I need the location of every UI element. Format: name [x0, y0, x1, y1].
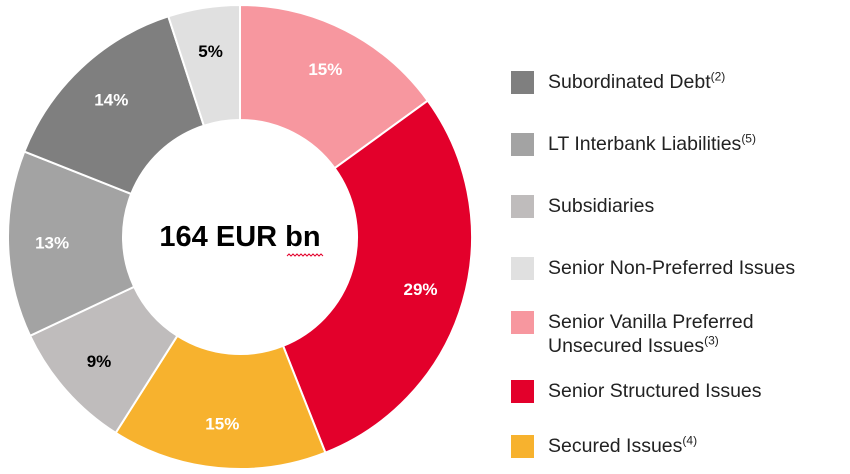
donut-slice — [114, 334, 327, 470]
legend-label-text: Senior Non-Preferred Issues — [548, 257, 796, 279]
legend-label-text: LT Interbank Liabilities — [548, 133, 742, 155]
donut-chart: 15% 29% 15% 9% 13% 14% 5% 164 EUR bn — [7, 3, 473, 470]
legend-item: Senior Non-Preferred Issues — [511, 256, 795, 280]
legend-label: LT Interbank Liabilities(5) — [548, 132, 756, 156]
legend-item: Senior Structured Issues — [511, 379, 762, 403]
legend-footnote-ref: (4) — [682, 433, 698, 448]
slice-value-label: 14% — [94, 90, 128, 109]
legend-swatch — [511, 257, 534, 280]
legend-footnote-ref: (5) — [741, 131, 756, 146]
legend-item: Subsidiaries — [511, 194, 654, 218]
donut-slice — [167, 3, 241, 127]
legend-label: Senior Vanilla Preferred Unsecured Issue… — [548, 310, 754, 358]
legend-label: Subordinated Debt(2) — [548, 70, 725, 94]
legend-swatch — [511, 311, 534, 334]
legend-label: Subsidiaries — [548, 194, 654, 218]
slice-value-label: 29% — [404, 280, 438, 299]
legend-item: Secured Issues(4) — [511, 434, 697, 458]
legend-swatch — [511, 71, 534, 94]
legend-label: Senior Structured Issues — [548, 379, 762, 403]
slice-value-label: 15% — [308, 60, 342, 79]
donut-slices — [7, 3, 473, 470]
slice-labels: 15% 29% 15% 9% 13% 14% 5% — [35, 42, 437, 434]
slice-value-label: 9% — [87, 352, 112, 371]
slice-value-label: 15% — [205, 415, 239, 434]
legend-swatch — [511, 380, 534, 403]
legend-swatch — [511, 195, 534, 218]
donut-slice — [281, 99, 473, 455]
donut-slice — [239, 3, 430, 170]
legend-label-text: Subsidiaries — [548, 195, 655, 217]
legend-label-text: Subordinated Debt — [548, 71, 711, 93]
legend-item: Subordinated Debt(2) — [511, 70, 725, 94]
legend-item: LT Interbank Liabilities(5) — [511, 132, 756, 156]
slice-value-label: 13% — [35, 233, 69, 252]
spellcheck-underline — [286, 253, 324, 257]
legend-label-text: Senior Vanilla Preferred Unsecured Issue… — [548, 311, 754, 357]
legend-label: Secured Issues(4) — [548, 434, 697, 458]
donut-slice — [22, 15, 206, 196]
legend-footnote-ref: (3) — [704, 333, 719, 348]
legend-swatch — [511, 133, 534, 156]
legend-label-text: Senior Structured Issues — [548, 380, 762, 402]
legend-label: Senior Non-Preferred Issues — [548, 256, 795, 280]
legend-footnote-ref: (2) — [710, 69, 726, 84]
legend-item: Senior Vanilla Preferred Unsecured Issue… — [511, 310, 754, 358]
center-label: 164 EUR bn — [159, 221, 320, 253]
legend-label-text: Secured Issues — [548, 435, 683, 457]
slice-value-label: 5% — [198, 42, 223, 61]
legend-swatch — [511, 435, 534, 458]
